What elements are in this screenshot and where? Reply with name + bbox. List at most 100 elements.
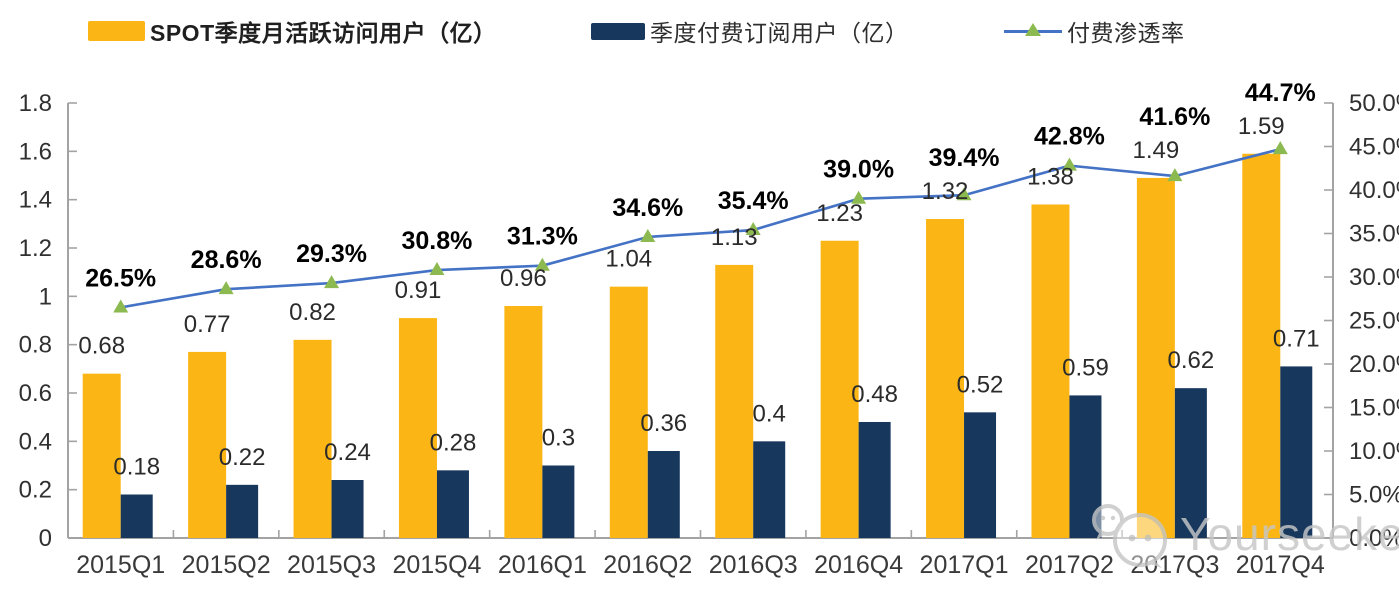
mau-value-label: 1.23 bbox=[816, 200, 863, 227]
triangle-marker-icon bbox=[1061, 157, 1077, 171]
x-axis-label: 2015Q3 bbox=[287, 551, 376, 579]
bar-mau bbox=[609, 286, 648, 538]
legend-swatch-mau-icon bbox=[88, 21, 145, 41]
penetration-label: 42.8% bbox=[1034, 123, 1105, 151]
right-axis-tick-label: 30.0% bbox=[1349, 264, 1399, 291]
subscribers-value-label: 0.48 bbox=[851, 381, 898, 408]
left-axis-tick-label: 0.6 bbox=[19, 380, 52, 407]
x-axis-label: 2017Q2 bbox=[1025, 551, 1114, 579]
triangle-marker-icon bbox=[956, 187, 972, 201]
triangle-marker-icon bbox=[1025, 22, 1041, 36]
subscribers-value-label: 0.62 bbox=[1168, 347, 1215, 374]
triangle-marker-icon bbox=[324, 275, 340, 289]
triangle-marker-icon bbox=[429, 262, 445, 276]
subscribers-value-label: 0.24 bbox=[324, 439, 371, 466]
penetration-label: 44.7% bbox=[1245, 79, 1316, 107]
x-axis-label: 2015Q1 bbox=[76, 551, 165, 579]
left-axis-tick-label: 0.4 bbox=[19, 428, 52, 455]
bar-subscribers bbox=[753, 441, 786, 538]
penetration-label: 28.6% bbox=[191, 246, 262, 274]
bar-mau bbox=[1242, 153, 1281, 538]
penetration-label: 30.8% bbox=[402, 227, 473, 255]
bar-subscribers bbox=[226, 484, 259, 538]
subscribers-value-label: 0.36 bbox=[640, 410, 687, 437]
right-axis-tick-label: 20.0% bbox=[1349, 351, 1399, 378]
x-axis-label: 2016Q2 bbox=[603, 551, 692, 579]
left-axis-tick-label: 1.4 bbox=[19, 187, 52, 214]
bar-mau bbox=[504, 306, 543, 538]
subscribers-value-label: 0.52 bbox=[957, 371, 1004, 398]
triangle-marker-icon bbox=[1272, 141, 1288, 155]
mau-value-label: 0.77 bbox=[184, 311, 231, 338]
left-axis-tick-label: 0 bbox=[39, 525, 52, 552]
legend-swatch-penetration-icon bbox=[1004, 22, 1062, 36]
penetration-line bbox=[120, 147, 1281, 309]
triangle-marker-icon bbox=[640, 228, 656, 242]
right-axis-tick-label: 40.0% bbox=[1349, 177, 1399, 204]
subscribers-value-label: 0.22 bbox=[219, 444, 266, 471]
bar-subscribers bbox=[1069, 395, 1102, 538]
legend-swatch-subscribers-icon bbox=[591, 22, 645, 40]
legend-item-mau: SPOT季度月活跃访问用户（亿） bbox=[88, 16, 497, 46]
triangle-marker-icon bbox=[851, 190, 867, 204]
mau-value-label: 1.04 bbox=[605, 246, 652, 273]
mau-value-label: 0.91 bbox=[395, 277, 442, 304]
mau-value-label: 1.32 bbox=[922, 178, 969, 205]
penetration-label: 39.4% bbox=[929, 144, 1000, 172]
bar-subscribers bbox=[647, 451, 680, 538]
left-axis-tick-label: 0.2 bbox=[19, 477, 52, 504]
x-axis-label: 2016Q3 bbox=[709, 551, 798, 579]
x-axis-label: 2015Q4 bbox=[392, 551, 481, 579]
x-axis-label: 2017Q1 bbox=[920, 551, 1009, 579]
x-axis-label: 2016Q4 bbox=[814, 551, 903, 579]
legend-label-subscribers: 季度付费订阅用户（亿） bbox=[650, 20, 909, 46]
mau-value-label: 0.82 bbox=[289, 299, 336, 326]
left-axis-tick-label: 0.8 bbox=[19, 332, 52, 359]
penetration-label: 39.0% bbox=[823, 156, 894, 184]
mau-value-label: 0.96 bbox=[500, 265, 547, 292]
triangle-marker-icon bbox=[113, 299, 129, 313]
right-axis-tick-label: 5.0% bbox=[1349, 482, 1399, 509]
mau-value-label: 1.59 bbox=[1238, 113, 1285, 140]
mau-value-label: 1.38 bbox=[1027, 164, 1074, 191]
legend-item-penetration: 付费渗透率 bbox=[1004, 16, 1185, 46]
triangle-marker-icon bbox=[1167, 168, 1183, 182]
subscribers-value-label: 0.71 bbox=[1273, 325, 1320, 352]
subscribers-value-label: 0.59 bbox=[1062, 354, 1109, 381]
bar-subscribers bbox=[331, 480, 364, 538]
penetration-label: 31.3% bbox=[507, 223, 578, 251]
penetration-label: 29.3% bbox=[296, 240, 367, 268]
penetration-label: 35.4% bbox=[718, 187, 789, 215]
subscribers-value-label: 0.28 bbox=[430, 429, 477, 456]
bar-mau bbox=[1031, 204, 1070, 538]
bar-mau bbox=[820, 240, 859, 538]
left-axis-tick-label: 1.2 bbox=[19, 235, 52, 262]
left-axis-tick-label: 1 bbox=[39, 283, 52, 310]
subscribers-value-label: 0.3 bbox=[542, 425, 575, 452]
left-axis-tick-label: 1.6 bbox=[19, 138, 52, 165]
bar-subscribers bbox=[964, 412, 997, 538]
penetration-label: 41.6% bbox=[1139, 103, 1210, 131]
bar-mau bbox=[398, 318, 437, 538]
bar-subscribers bbox=[1174, 388, 1207, 538]
bar-subscribers bbox=[120, 494, 153, 538]
bar-mau bbox=[1136, 177, 1175, 538]
x-axis-label: 2017Q4 bbox=[1236, 551, 1325, 579]
penetration-label: 34.6% bbox=[612, 194, 683, 222]
bar-mau bbox=[82, 373, 121, 538]
penetration-label: 26.5% bbox=[85, 264, 156, 292]
right-axis-tick-label: 50.0% bbox=[1349, 90, 1399, 117]
x-axis-label: 2016Q1 bbox=[498, 551, 587, 579]
mau-value-label: 0.68 bbox=[78, 333, 125, 360]
left-axis-tick-label: 1.8 bbox=[19, 90, 52, 117]
right-axis-tick-label: 35.0% bbox=[1349, 221, 1399, 248]
right-axis-tick-label: 45.0% bbox=[1349, 134, 1399, 161]
x-axis-label: 2017Q3 bbox=[1130, 551, 1219, 579]
mau-value-label: 1.13 bbox=[711, 224, 758, 251]
bar-subscribers bbox=[436, 470, 469, 538]
legend-item-subscribers: 季度付费订阅用户（亿） bbox=[591, 16, 909, 46]
bar-mau bbox=[188, 351, 227, 538]
right-axis-tick-label: 0.0% bbox=[1349, 525, 1399, 552]
